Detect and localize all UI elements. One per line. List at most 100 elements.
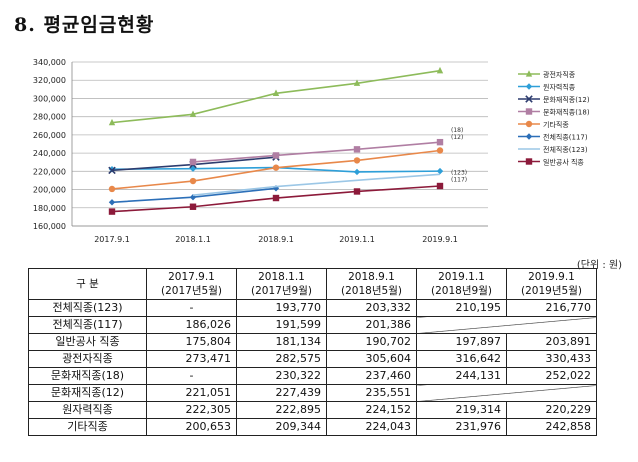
- legend-item: 문화재직종(12): [518, 95, 590, 104]
- legend-label: 원자력직종: [543, 83, 576, 92]
- header-category: 구 분: [28, 268, 147, 300]
- wage-table: 구 분 2017.9.1 (2017년5월) 2018.1.1 (2017년9월) …: [28, 268, 597, 436]
- table-cell: 237,460: [326, 367, 417, 385]
- table-cell: 230,322: [236, 367, 327, 385]
- table-cell: 222,895: [236, 401, 327, 419]
- table-cell: 203,891: [506, 333, 597, 351]
- series-group: [108, 147, 444, 193]
- header-col: 2019.9.1 (2019년5월): [506, 268, 597, 300]
- table-cell: 224,152: [326, 401, 417, 419]
- legend-label: 문화재직종(12): [543, 95, 590, 104]
- data-point: [436, 147, 444, 154]
- x-tick-label: 2018.1.1: [175, 235, 211, 244]
- table-row: 기타직종 200,653 209,344 224,043 231,976 242…: [28, 418, 597, 436]
- table-header-row: 구 분 2017.9.1 (2017년5월) 2018.1.1 (2017년9월) …: [28, 268, 597, 300]
- table-cell: 201,386: [326, 316, 417, 334]
- legend-item: 광전자직종: [518, 70, 576, 79]
- row-label: 문화재직종(12): [28, 384, 147, 402]
- table-cell: 305,604: [326, 350, 417, 368]
- data-point: [525, 108, 533, 115]
- table-cell: 330,433: [506, 350, 597, 368]
- header-date: 2019.1.1: [438, 271, 485, 283]
- table-row: 일반공사 직종 175,804 181,134 190,702 197,897 …: [28, 333, 597, 351]
- table-cell: 227,439: [236, 384, 327, 402]
- table-cell: 219,314: [416, 401, 507, 419]
- y-tick-label: 320,000: [33, 76, 66, 85]
- page-title: 8. 평균임금현황: [14, 14, 155, 36]
- header-sub: (2019년5월): [521, 285, 582, 297]
- data-point: [272, 185, 280, 192]
- header-col: 2018.9.1 (2018년5월): [326, 268, 417, 300]
- header-date: 2017.9.1: [168, 271, 215, 283]
- series-end-label: (18): [451, 127, 463, 134]
- row-label: 전체직종(117): [28, 316, 147, 334]
- row-label: 기타직종: [28, 418, 147, 436]
- y-tick-label: 280,000: [33, 113, 66, 122]
- table-cell: 244,131: [416, 367, 507, 385]
- x-tick-label: 2019.9.1: [422, 235, 458, 244]
- data-point: [525, 95, 533, 103]
- x-tick-label: 2018.9.1: [258, 235, 294, 244]
- legend-item: 일반공사 직종: [518, 158, 584, 167]
- table-cell: 186,026: [146, 316, 237, 334]
- data-point: [189, 165, 197, 172]
- data-point: [272, 89, 280, 96]
- data-point: [525, 83, 533, 90]
- chart-series: [108, 66, 444, 215]
- wage-line-chart: 160,000 180,000 200,000 220,000 240,000 260,0…: [33, 58, 590, 244]
- series-group: [192, 173, 441, 197]
- data-point: [436, 182, 444, 190]
- data-point: [108, 208, 116, 215]
- legend-item: 원자력직종: [518, 83, 576, 92]
- header-col: 2018.1.1 (2017년9월): [236, 268, 327, 300]
- table-cell: 175,804: [146, 333, 237, 351]
- empty-cell-diagonal: [416, 316, 597, 334]
- data-point: [436, 66, 444, 74]
- row-label: 전체직종(123): [28, 299, 147, 317]
- table-cell: 316,642: [416, 350, 507, 368]
- header-col: 2017.9.1 (2017년5월): [146, 268, 237, 300]
- header-date: 2018.1.1: [258, 271, 305, 283]
- data-point: [353, 188, 361, 195]
- table-cell: -: [146, 299, 237, 317]
- table-cell: 235,551: [326, 384, 417, 402]
- x-axis-ticks: 2017.9.1 2018.1.1 2018.9.1 2019.1.1 2019.9.1: [94, 235, 458, 244]
- table-cell: 190,702: [326, 333, 417, 351]
- data-point: [353, 157, 361, 164]
- chart-end-labels: (18)(12) (123)(117): [451, 127, 467, 183]
- table-cell: 209,344: [236, 418, 327, 436]
- row-label: 원자력직종: [28, 401, 147, 419]
- y-tick-label: 340,000: [33, 58, 66, 67]
- header-sub: (2017년5월): [161, 285, 222, 297]
- legend-item: 전체직종(117): [518, 133, 588, 142]
- table-cell: -: [146, 367, 237, 385]
- table-cell: 231,976: [416, 418, 507, 436]
- legend-label: 기타직종: [543, 120, 569, 129]
- data-point: [525, 133, 533, 140]
- header-sub: (2018년5월): [341, 285, 402, 297]
- data-point: [108, 199, 116, 206]
- series-line: [192, 173, 441, 197]
- table-row: 광전자직종 273,471 282,575 305,604 316,642 33…: [28, 350, 597, 368]
- data-point: [272, 194, 280, 202]
- table-cell: 224,043: [326, 418, 417, 436]
- legend-label: 광전자직종: [543, 70, 576, 79]
- unit-note: (단위 : 원): [576, 260, 622, 271]
- table-cell: 193,770: [236, 299, 327, 317]
- data-point: [436, 167, 444, 175]
- table-cell: 220,229: [506, 401, 597, 419]
- header-sub: (2017년9월): [251, 285, 312, 297]
- data-point: [108, 118, 116, 126]
- table-cell: 200,653: [146, 418, 237, 436]
- y-tick-label: 160,000: [33, 222, 66, 231]
- data-point: [272, 152, 280, 159]
- table-row: 전체직종(123) - 193,770 203,332 210,195 216,…: [28, 299, 597, 317]
- y-tick-label: 260,000: [33, 131, 66, 140]
- row-label: 일반공사 직종: [28, 333, 147, 351]
- table-cell: 222,305: [146, 401, 237, 419]
- header-sub: (2018년9월): [431, 285, 492, 297]
- data-point: [525, 120, 533, 128]
- y-tick-label: 300,000: [33, 94, 66, 103]
- data-point: [108, 166, 116, 173]
